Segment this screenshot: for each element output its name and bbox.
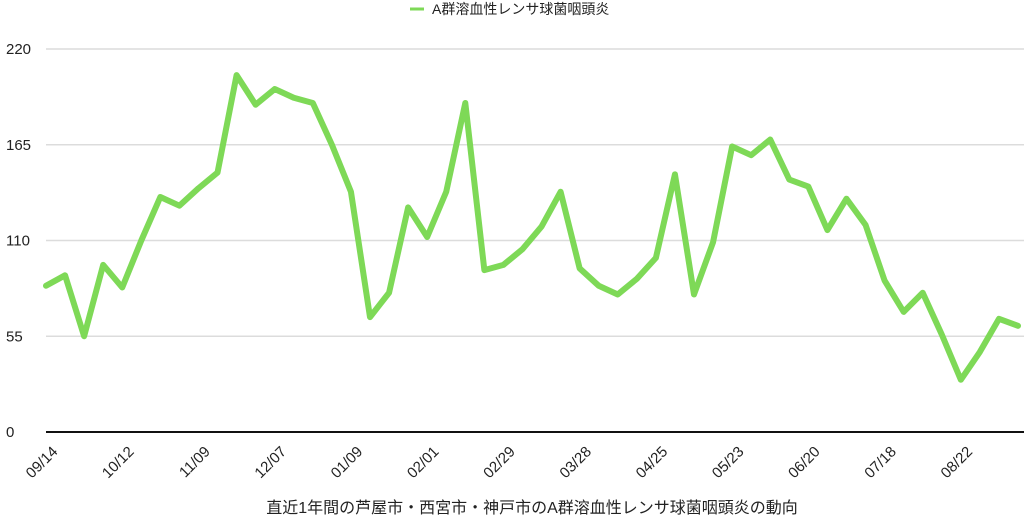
y-tick-label: 220 bbox=[6, 41, 31, 58]
x-tick-label: 06/20 bbox=[785, 443, 824, 482]
x-tick-label: 04/25 bbox=[633, 443, 672, 482]
x-tick-label: 03/28 bbox=[556, 443, 595, 482]
x-tick-label: 02/01 bbox=[404, 443, 443, 482]
x-axis-title: 直近1年間の芦屋市・西宮市・神戸市のA群溶血性レンサ球菌咽頭炎の動向 bbox=[266, 499, 798, 517]
x-tick-label: 11/09 bbox=[176, 443, 214, 481]
x-tick-label: 09/14 bbox=[23, 443, 62, 482]
x-tick-label: 10/12 bbox=[99, 443, 138, 482]
y-tick-label: 55 bbox=[6, 328, 23, 345]
legend: A群溶血性レンサ球菌咽頭炎 bbox=[410, 1, 609, 17]
series-line bbox=[43, 72, 1021, 383]
gridlines bbox=[46, 48, 1024, 433]
x-tick-label: 05/23 bbox=[709, 443, 748, 482]
x-tick-label: 07/18 bbox=[861, 443, 900, 482]
x-axis: 09/14 10/12 11/09 12/07 01/09 02/01 02/29 03/28… bbox=[23, 443, 976, 482]
y-tick-label: 165 bbox=[6, 137, 31, 154]
x-tick-label: 08/22 bbox=[938, 443, 977, 482]
y-tick-label: 0 bbox=[6, 424, 14, 441]
x-tick-label: 01/09 bbox=[328, 443, 367, 482]
y-axis: 0 55 110 165 220 bbox=[6, 41, 31, 441]
y-tick-label: 110 bbox=[6, 233, 30, 250]
x-tick-label: 12/07 bbox=[251, 443, 290, 482]
x-tick-label: 02/29 bbox=[480, 443, 519, 482]
legend-label: A群溶血性レンサ球菌咽頭炎 bbox=[432, 1, 609, 17]
